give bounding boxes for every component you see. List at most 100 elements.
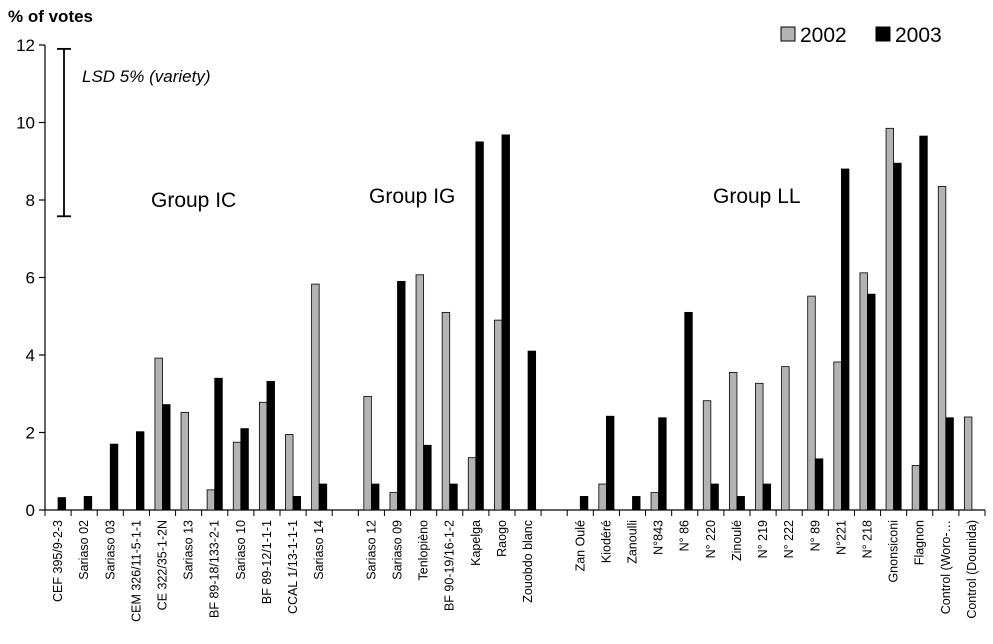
y-tick-label-10: 10 bbox=[16, 114, 35, 133]
category-label-12: Sariaso 12 bbox=[364, 520, 378, 580]
lsd-annotation: LSD 5% (variety) bbox=[82, 67, 210, 86]
axes: 0 2 4 6 8 10 12 bbox=[16, 36, 986, 520]
category-label-29: N° 89 bbox=[808, 520, 822, 551]
category-label-20: Zan Oulé bbox=[573, 520, 587, 571]
bar-2003-17 bbox=[501, 134, 510, 511]
category-label-30: N°221 bbox=[834, 520, 848, 555]
bar-2003-25 bbox=[710, 483, 719, 511]
bar-2002-4 bbox=[154, 357, 163, 511]
y-axis-title: % of votes bbox=[8, 7, 93, 26]
category-labels: CEF 395/9-2-3 Sariaso 02 Sariaso 03 CEM 326… bbox=[51, 520, 979, 622]
bar-2003-22 bbox=[632, 496, 641, 511]
bar-2002-32 bbox=[885, 127, 895, 511]
bar-2003-13 bbox=[397, 280, 406, 511]
bar-2003-24 bbox=[684, 311, 693, 511]
category-label-6: BF 89-18/133-2-1 bbox=[208, 520, 222, 618]
bar-2003-29 bbox=[814, 458, 824, 511]
category-label-8: BF 89-12/1-1-1 bbox=[260, 520, 274, 604]
bar-2003-10 bbox=[318, 483, 328, 511]
bar-2003-23 bbox=[658, 417, 667, 511]
bar-2003-33 bbox=[919, 135, 928, 511]
bar-2003-26 bbox=[736, 496, 745, 511]
category-label-17: Raogo bbox=[495, 520, 509, 557]
y-tick-label-0: 0 bbox=[26, 501, 35, 520]
y-tick-label-8: 8 bbox=[26, 191, 35, 210]
bar-2003-14 bbox=[423, 444, 432, 511]
bar-2003-34 bbox=[945, 417, 954, 511]
bar-2003-7 bbox=[240, 428, 249, 511]
bar-2003-3 bbox=[135, 431, 145, 511]
bar-2002-29 bbox=[807, 295, 816, 511]
category-label-0: CEF 395/9-2-3 bbox=[51, 520, 65, 602]
category-label-31: N° 218 bbox=[861, 520, 875, 558]
category-label-25: N° 220 bbox=[704, 520, 718, 558]
bar-2003-12 bbox=[370, 483, 380, 511]
legend-label-2002: 2002 bbox=[800, 24, 847, 47]
y-tick-label-2: 2 bbox=[26, 424, 35, 443]
category-label-32: Gnonsiconi bbox=[887, 520, 901, 583]
bar-2003-4 bbox=[162, 404, 171, 511]
bar-2002-31 bbox=[859, 272, 868, 511]
bars bbox=[57, 127, 973, 511]
bar-2002-5 bbox=[180, 411, 190, 511]
legend: 2002 2003 bbox=[780, 24, 942, 47]
category-label-16: Kapelga bbox=[469, 520, 483, 566]
bar-2003-30 bbox=[840, 168, 850, 511]
category-label-28: N° 222 bbox=[782, 520, 796, 558]
bar-2002-21 bbox=[598, 483, 607, 511]
category-label-7: Sariaso 10 bbox=[234, 520, 248, 580]
category-label-14: Tenlopièno bbox=[417, 520, 431, 581]
bar-2003-15 bbox=[449, 483, 458, 511]
category-label-2: Sariaso 03 bbox=[103, 520, 117, 580]
bar-2002-26 bbox=[728, 372, 738, 511]
y-tick-label-6: 6 bbox=[26, 269, 35, 288]
bar-2002-15 bbox=[441, 311, 451, 511]
group-label-ig: Group IG bbox=[369, 185, 455, 208]
bar-2002-30 bbox=[833, 361, 842, 511]
bar-2003-21 bbox=[605, 415, 615, 511]
bar-2003-9 bbox=[292, 496, 302, 511]
category-label-1: Sariaso 02 bbox=[77, 520, 91, 580]
bar-2002-6 bbox=[206, 489, 216, 511]
category-label-4: CE 322/35-1-2N bbox=[156, 520, 170, 610]
bar-2003-1 bbox=[83, 496, 93, 511]
bar-2002-16 bbox=[467, 457, 477, 511]
category-label-18: Zouobdo blanc bbox=[521, 520, 535, 603]
y-tick-label-12: 12 bbox=[16, 36, 35, 55]
bar-2002-14 bbox=[415, 274, 425, 511]
bar-2002-34 bbox=[937, 186, 947, 511]
category-label-13: Sariaso 09 bbox=[391, 520, 405, 580]
category-label-5: Sariaso 13 bbox=[182, 520, 196, 580]
bar-2002-28 bbox=[781, 366, 790, 511]
bar-2002-35 bbox=[963, 416, 973, 511]
bar-2002-7 bbox=[232, 441, 242, 511]
bar-2002-8 bbox=[258, 401, 268, 511]
category-label-34: Control (Woro-… bbox=[939, 520, 953, 614]
bar-2003-20 bbox=[579, 496, 589, 511]
bar-2003-16 bbox=[475, 141, 484, 511]
bar-2003-27 bbox=[762, 483, 772, 511]
bar-2002-33 bbox=[911, 465, 921, 511]
group-label-ll: Group LL bbox=[713, 185, 801, 208]
category-label-9: CCAL 1/13-1-1-1 bbox=[286, 520, 300, 614]
category-label-35: Control (Dounida) bbox=[965, 520, 979, 619]
bar-2003-6 bbox=[214, 377, 223, 511]
bar-2003-2 bbox=[109, 443, 119, 511]
bar-2002-23 bbox=[650, 492, 660, 511]
category-label-26: Zinoulé bbox=[730, 520, 744, 561]
legend-label-2003: 2003 bbox=[895, 24, 942, 47]
bar-2003-32 bbox=[893, 162, 902, 511]
category-label-27: N° 219 bbox=[756, 520, 770, 558]
bar-2003-18 bbox=[527, 350, 537, 511]
bar-2002-10 bbox=[311, 283, 320, 511]
category-label-22: Zanoulli bbox=[626, 520, 640, 564]
bar-2002-25 bbox=[702, 400, 712, 511]
lsd-error-bar bbox=[57, 47, 71, 218]
bar-2002-9 bbox=[285, 434, 294, 511]
category-label-10: Sariaso 14 bbox=[312, 520, 326, 580]
bar-2003-0 bbox=[57, 497, 67, 511]
legend-swatch-2003 bbox=[875, 26, 891, 42]
bar-2003-31 bbox=[867, 293, 876, 511]
bar-2003-8 bbox=[266, 380, 275, 511]
